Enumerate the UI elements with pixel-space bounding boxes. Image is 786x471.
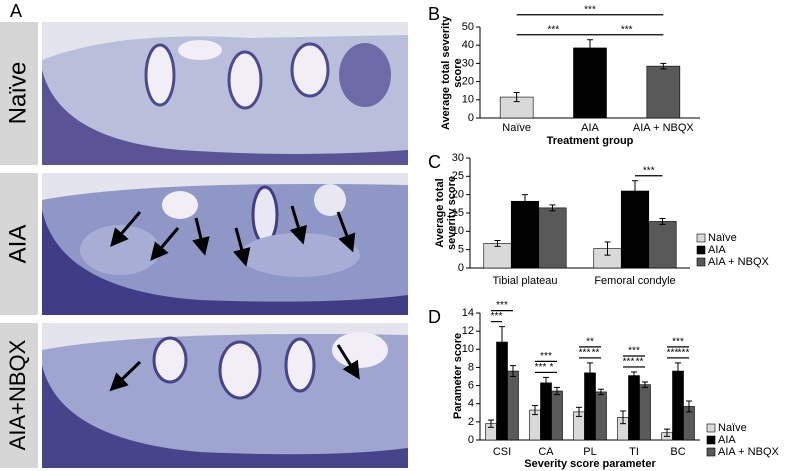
significance-label: ***: [540, 351, 552, 362]
x-tick-label: Femoral condyle: [594, 275, 675, 287]
bar: [483, 243, 512, 269]
y-tick-label: 12: [462, 325, 474, 337]
bar: [507, 370, 519, 441]
x-axis-label: Severity score parameter: [524, 458, 656, 470]
y-tick-label: 25: [452, 170, 464, 182]
legend-label: Naïve: [718, 422, 747, 434]
x-tick-label: AIA + NBQX: [633, 122, 694, 134]
significance-label: ***: [643, 165, 655, 176]
y-tick-label: 30: [462, 57, 474, 69]
legend-label: AIA: [718, 434, 736, 446]
legend-label: AIA + NBQX: [708, 256, 769, 268]
y-tick-label: 30: [452, 152, 464, 164]
significance-label: ***: [579, 348, 591, 359]
row-label: AIA+NBQX: [5, 339, 30, 450]
bar: [639, 384, 651, 441]
y-tick-label: 10: [452, 225, 464, 237]
y-tick-label: 0: [468, 112, 474, 124]
y-tick-label: 14: [462, 307, 474, 319]
bar: [620, 190, 650, 269]
legend-label: Naïve: [708, 232, 737, 244]
y-tick-label: 40: [462, 39, 474, 51]
y-axis-label: Parameter score: [452, 333, 464, 419]
bar: [551, 390, 563, 441]
bar: [510, 200, 540, 269]
x-axis-label: Treatment group: [547, 135, 634, 147]
bar: [595, 391, 607, 441]
y-tick-label: 50: [462, 21, 474, 33]
x-tick-label: PL: [583, 446, 596, 458]
legend-swatch: [696, 233, 706, 243]
bar: [672, 370, 684, 441]
significance-label: ***: [667, 348, 679, 359]
significance-label: ***: [491, 311, 503, 322]
bar: [648, 221, 677, 269]
legend-swatch: [696, 257, 706, 267]
row-label-bg: [0, 173, 38, 315]
significance-label: ***: [496, 300, 508, 311]
y-tick-label: 8: [468, 361, 474, 373]
y-tick-label: 20: [462, 76, 474, 88]
y-tick-label: 2: [468, 416, 474, 428]
legend-swatch: [706, 435, 716, 445]
x-tick-label: CA: [538, 446, 554, 458]
y-tick-label: 6: [468, 379, 474, 391]
bar: [646, 65, 681, 119]
legend-swatch: [706, 423, 716, 433]
bar: [538, 207, 567, 269]
y-tick-label: 10: [462, 94, 474, 106]
significance-label: ***: [535, 362, 547, 373]
x-tick-label: TI: [629, 446, 639, 458]
x-tick-label: CSI: [493, 446, 511, 458]
bar: [628, 375, 640, 441]
histology-image: [42, 323, 408, 468]
y-tick-label: 0: [458, 262, 464, 274]
bar: [540, 382, 552, 441]
y-axis-label: severity score: [446, 176, 458, 250]
y-tick-label: 20: [452, 189, 464, 201]
significance-label: ***: [623, 357, 635, 368]
significance-label: ***: [584, 4, 596, 15]
significance-label: ***: [621, 24, 633, 35]
legend-label: AIA: [708, 244, 726, 256]
y-axis-label: Average total: [434, 178, 446, 247]
significance-label: ***: [628, 346, 640, 357]
legend-swatch: [706, 447, 716, 457]
row-label: AIA: [4, 225, 31, 264]
panel-label: B: [428, 4, 440, 24]
row-label: Naïve: [4, 62, 31, 125]
panel-label: C: [428, 152, 441, 172]
y-tick-label: 4: [468, 398, 474, 410]
x-tick-label: AIA: [581, 122, 599, 134]
significance-label: ***: [672, 337, 684, 348]
y-axis-label: score: [452, 58, 464, 87]
significance-label: **: [586, 337, 594, 348]
panel-label: D: [428, 307, 441, 327]
legend-label: AIA + NBQX: [718, 446, 779, 458]
y-tick-label: 10: [462, 343, 474, 355]
bar: [573, 47, 607, 119]
row-label-bg: [0, 323, 38, 468]
histology-image: [42, 22, 408, 165]
significance-label: ***: [547, 24, 559, 35]
y-axis-label: Average total severity: [440, 15, 452, 130]
y-tick-label: 5: [458, 244, 464, 256]
row-label-bg: [0, 22, 38, 165]
legend-swatch: [696, 245, 706, 255]
panel-label: A: [10, 1, 22, 21]
x-tick-label: Naïve: [502, 122, 531, 134]
significance-label: ***: [678, 348, 690, 359]
y-tick-label: 0: [468, 434, 474, 446]
y-tick-label: 15: [452, 207, 464, 219]
significance-label: *: [550, 362, 554, 373]
significance-label: **: [592, 348, 600, 359]
histology-image: [42, 173, 408, 315]
x-tick-label: Tibial plateau: [492, 275, 557, 287]
x-tick-label: BC: [670, 446, 685, 458]
significance-label: **: [636, 357, 644, 368]
